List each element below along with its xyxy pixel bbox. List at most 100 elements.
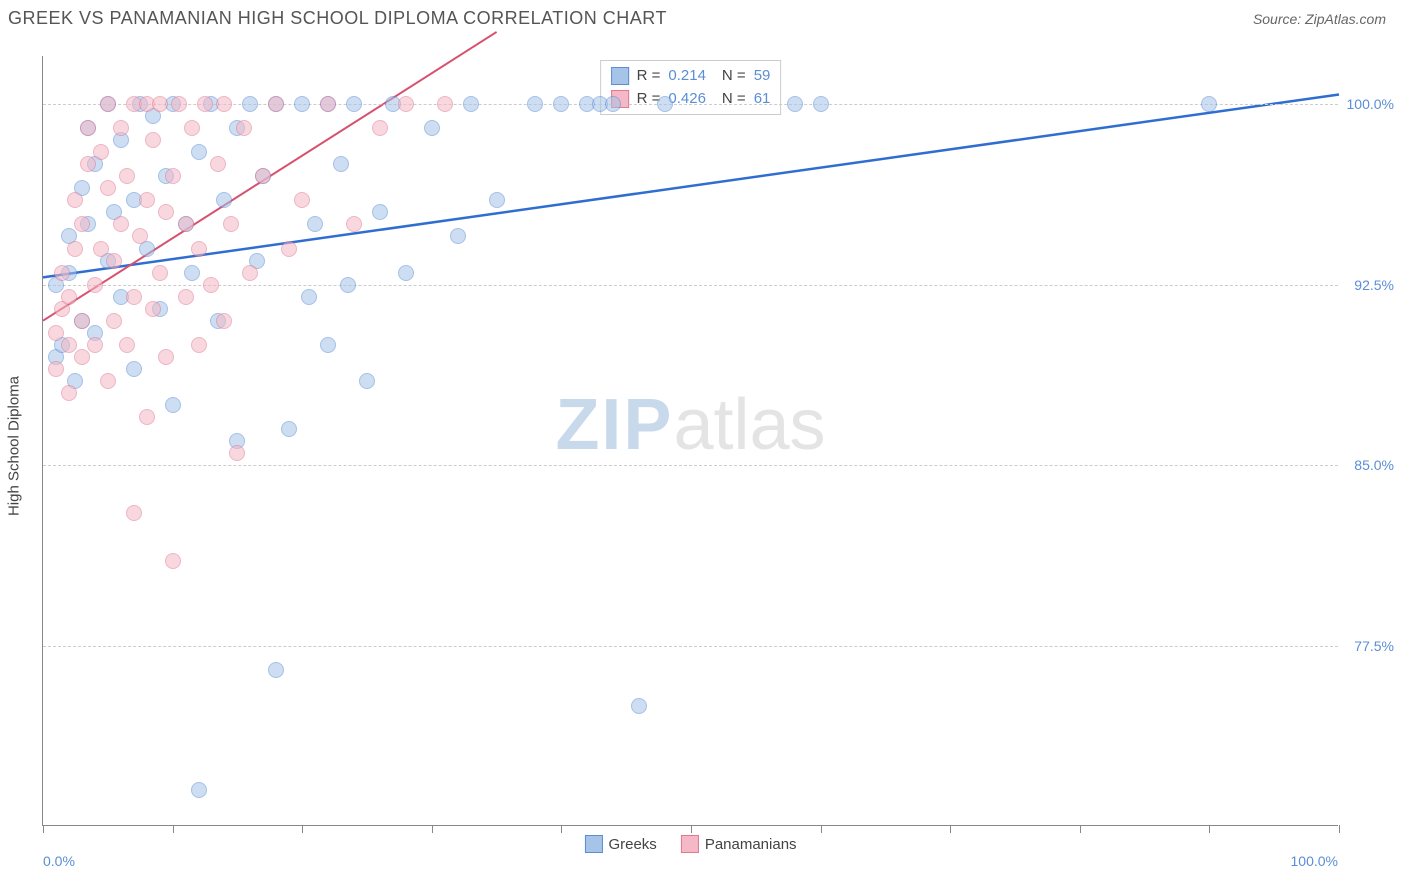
data-point (527, 96, 543, 112)
r-value-greeks: 0.214 (668, 65, 706, 88)
data-point (242, 96, 258, 112)
legend-item-greeks: Greeks (584, 835, 656, 853)
data-point (340, 277, 356, 293)
data-point (178, 289, 194, 305)
legend-bottom: Greeks Panamanians (584, 835, 796, 853)
data-point (236, 120, 252, 136)
x-tick (173, 825, 174, 833)
n-label: N = (722, 65, 746, 88)
swatch-greeks (611, 67, 629, 85)
legend-label-panamanians: Panamanians (705, 836, 797, 853)
data-point (145, 132, 161, 148)
data-point (229, 445, 245, 461)
data-point (553, 96, 569, 112)
data-point (80, 120, 96, 136)
x-label-min: 0.0% (43, 853, 75, 869)
data-point (80, 156, 96, 172)
data-point (301, 289, 317, 305)
data-point (1201, 96, 1217, 112)
x-tick (821, 825, 822, 833)
data-point (126, 361, 142, 377)
data-point (605, 96, 621, 112)
data-point (216, 96, 232, 112)
data-point (100, 96, 116, 112)
legend-item-panamanians: Panamanians (681, 835, 797, 853)
chart-title: GREEK VS PANAMANIAN HIGH SCHOOL DIPLOMA … (8, 8, 667, 29)
data-point (255, 168, 271, 184)
data-point (307, 216, 323, 232)
y-tick-label: 100.0% (1347, 96, 1394, 112)
data-point (203, 277, 219, 293)
y-axis-title: High School Diploma (6, 376, 23, 516)
data-point (372, 204, 388, 220)
y-tick-label: 77.5% (1354, 638, 1394, 654)
data-point (346, 216, 362, 232)
data-point (294, 96, 310, 112)
gridline-horizontal (43, 465, 1338, 466)
data-point (119, 337, 135, 353)
data-point (424, 120, 440, 136)
data-point (171, 96, 187, 112)
x-tick (561, 825, 562, 833)
r-value-panamanians: 0.426 (668, 88, 706, 111)
data-point (216, 192, 232, 208)
data-point (178, 216, 194, 232)
data-point (139, 192, 155, 208)
data-point (100, 373, 116, 389)
source-credit: Source: ZipAtlas.com (1253, 11, 1386, 27)
data-point (191, 144, 207, 160)
data-point (294, 192, 310, 208)
data-point (61, 337, 77, 353)
legend-stats-box: R = 0.214 N = 59 R = 0.426 N = 61 (600, 60, 782, 115)
gridline-horizontal (43, 104, 1338, 105)
data-point (191, 782, 207, 798)
data-point (93, 241, 109, 257)
n-value-panamanians: 61 (754, 88, 771, 111)
data-point (320, 96, 336, 112)
data-point (74, 216, 90, 232)
data-point (210, 156, 226, 172)
data-point (100, 180, 116, 196)
data-point (61, 385, 77, 401)
x-tick (432, 825, 433, 833)
data-point (268, 96, 284, 112)
data-point (281, 241, 297, 257)
data-point (184, 265, 200, 281)
data-point (631, 698, 647, 714)
data-point (359, 373, 375, 389)
data-point (242, 265, 258, 281)
data-point (191, 337, 207, 353)
gridline-horizontal (43, 285, 1338, 286)
data-point (372, 120, 388, 136)
data-point (489, 192, 505, 208)
data-point (165, 553, 181, 569)
data-point (165, 168, 181, 184)
data-point (106, 313, 122, 329)
data-point (106, 253, 122, 269)
data-point (61, 289, 77, 305)
data-point (223, 216, 239, 232)
data-point (48, 361, 64, 377)
data-point (119, 168, 135, 184)
data-point (54, 265, 70, 281)
x-tick (302, 825, 303, 833)
data-point (437, 96, 453, 112)
data-point (113, 216, 129, 232)
data-point (657, 96, 673, 112)
n-label: N = (722, 88, 746, 111)
x-tick (691, 825, 692, 833)
data-point (191, 241, 207, 257)
data-point (126, 289, 142, 305)
data-point (450, 228, 466, 244)
x-tick (1209, 825, 1210, 833)
scatter-plot-area: ZIPatlas R = 0.214 N = 59 R = 0.426 N = … (42, 56, 1338, 826)
legend-stats-row-greeks: R = 0.214 N = 59 (611, 65, 771, 88)
data-point (87, 277, 103, 293)
x-tick (950, 825, 951, 833)
data-point (87, 337, 103, 353)
data-point (126, 505, 142, 521)
data-point (463, 96, 479, 112)
data-point (74, 313, 90, 329)
y-tick-label: 85.0% (1354, 457, 1394, 473)
data-point (184, 120, 200, 136)
